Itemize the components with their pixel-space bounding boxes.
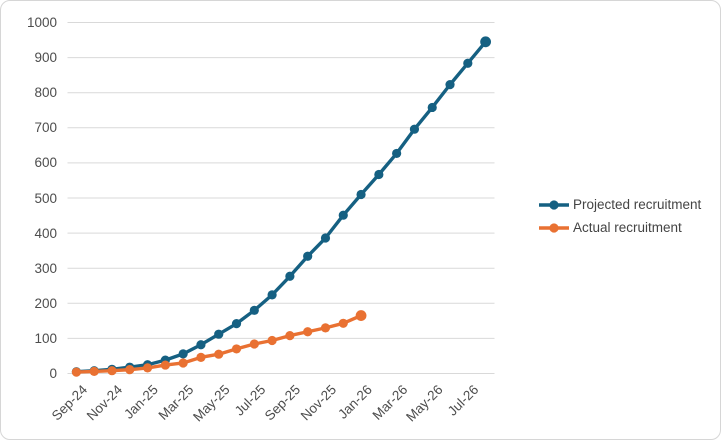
data-point (480, 36, 492, 48)
legend-item-projected[interactable]: Projected recruitment (538, 197, 701, 212)
data-point (355, 310, 367, 321)
data-point (285, 271, 295, 281)
y-tick-label: 700 (34, 120, 57, 136)
data-point (214, 329, 224, 339)
data-point (356, 189, 366, 200)
data-point (89, 366, 99, 376)
y-tick-label: 800 (34, 85, 57, 101)
actual-series-marker-icon (539, 222, 569, 233)
gridlines (67, 22, 495, 374)
y-tick-label: 900 (34, 50, 57, 66)
data-point (463, 58, 473, 68)
data-point (214, 349, 224, 359)
y-tick-label: 400 (34, 225, 57, 241)
legend-item-actual[interactable]: Actual recruitment (538, 220, 701, 235)
y-tick-label: 600 (34, 155, 57, 171)
y-tick-label: 1000 (26, 15, 57, 30)
data-point (285, 330, 295, 341)
data-point (427, 102, 437, 113)
data-point (160, 360, 170, 370)
y-tick-label: 300 (34, 260, 57, 276)
data-point (267, 290, 277, 300)
data-point (196, 352, 206, 362)
data-point (178, 349, 188, 359)
data-point (142, 363, 153, 373)
data-point (107, 366, 117, 376)
y-tick-label: 500 (34, 190, 57, 206)
data-point (303, 327, 313, 337)
data-point (267, 335, 277, 346)
data-point (231, 319, 242, 329)
legend-label-projected: Projected recruitment (573, 197, 702, 212)
data-point (445, 80, 455, 90)
data-point (249, 339, 259, 349)
data-point (392, 148, 402, 159)
data-point (320, 233, 331, 243)
series-projected-recruitment[interactable] (71, 36, 492, 377)
data-point (409, 124, 420, 134)
data-point (125, 365, 135, 375)
data-point (338, 318, 348, 328)
y-tick-label: 100 (34, 330, 57, 346)
legend: Projected recruitment Actual recruitment (538, 197, 701, 235)
data-point (320, 323, 331, 333)
data-point (231, 344, 242, 354)
data-point (374, 169, 384, 180)
data-point (71, 367, 81, 377)
data-point (303, 251, 313, 261)
data-point (178, 358, 188, 368)
legend-label-actual: Actual recruitment (573, 220, 682, 235)
series-actual-recruitment[interactable] (71, 310, 367, 377)
y-tick-label: 0 (49, 366, 57, 381)
projected-series-marker-icon (539, 199, 569, 210)
y-tick-label: 200 (34, 295, 57, 311)
data-point (196, 340, 206, 350)
data-point (338, 210, 348, 220)
data-point (249, 305, 259, 315)
